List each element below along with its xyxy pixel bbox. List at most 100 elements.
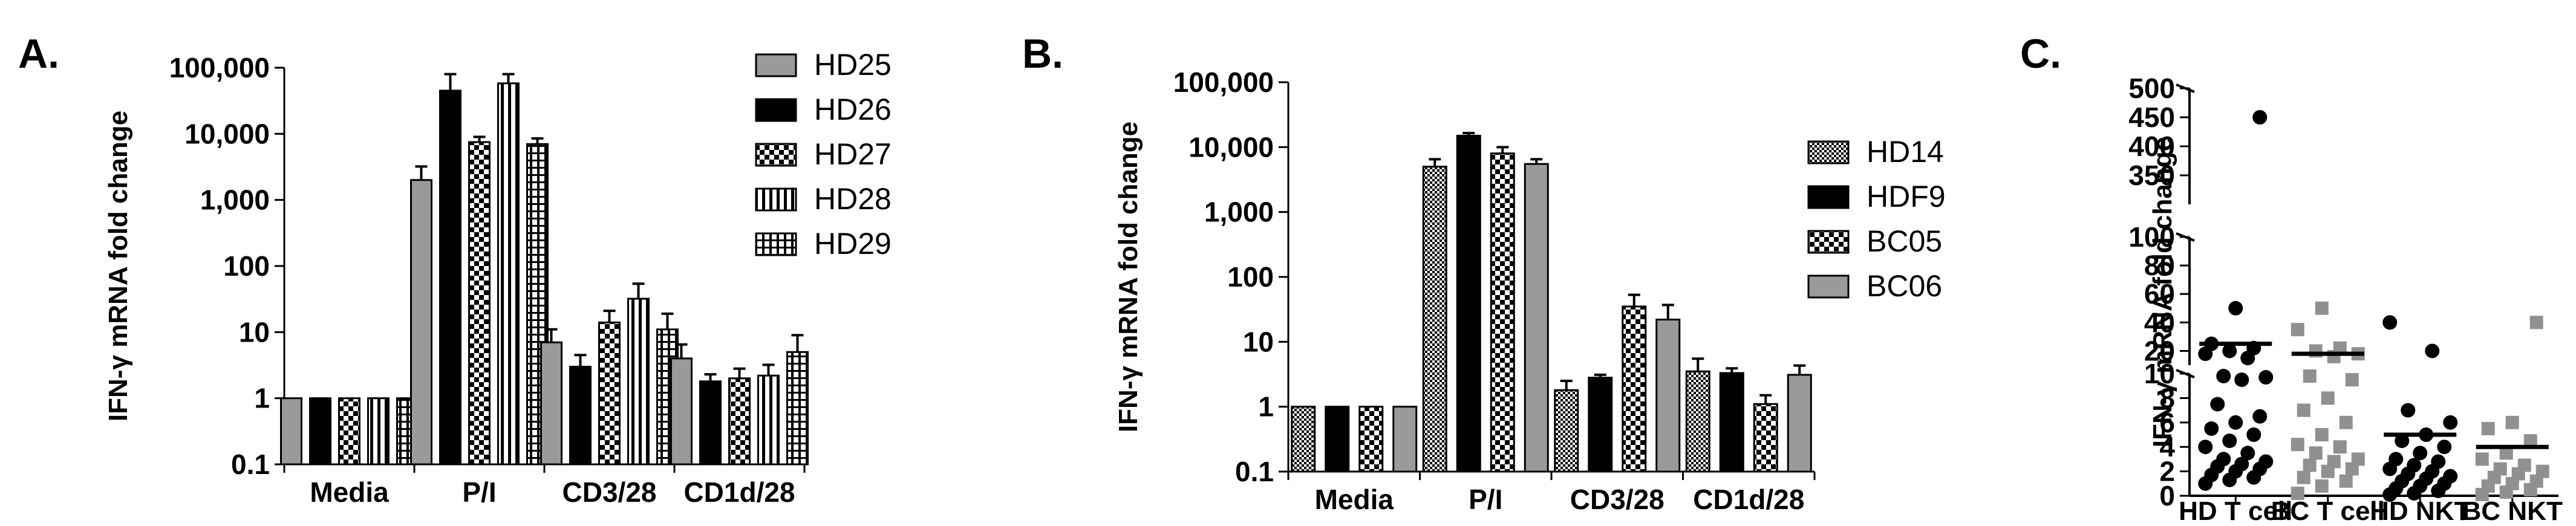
bar-hd28 — [497, 82, 520, 466]
bar-hd26 — [439, 89, 461, 466]
bar-hd29 — [786, 351, 809, 466]
x-tick-label: HD NKT — [2370, 496, 2470, 526]
bar-hd14 — [1554, 389, 1579, 473]
y-tick-label: 10 — [1243, 326, 1274, 357]
data-point — [2258, 370, 2274, 385]
x-tick-label: BC NKT — [2462, 496, 2563, 526]
bar-hd25 — [540, 341, 562, 466]
data-point — [2407, 458, 2422, 473]
data-point — [2228, 300, 2243, 316]
x-tick-label: CD3/28 — [562, 476, 657, 508]
legend-label-hd26: HD26 — [814, 93, 892, 126]
y-tick-label: 6 — [2159, 407, 2175, 438]
y-tick-label: 100,000 — [169, 52, 270, 83]
data-point — [2216, 452, 2231, 467]
bar-hd28 — [367, 397, 390, 466]
bar-bc06 — [1524, 163, 1549, 473]
bar-hd26 — [309, 397, 331, 466]
panel-b-bar-chart: B. 0.1 1 10 100 1,000 10,000 100,000 IFN-γ mRNA … — [1022, 31, 1946, 515]
bar-hd25 — [670, 357, 693, 466]
legend-swatch-bc05 — [1807, 230, 1850, 254]
data-point — [2481, 421, 2495, 435]
legend-swatch-hd29 — [755, 232, 797, 256]
legend-label-hd28: HD28 — [814, 182, 892, 216]
x-tick-label: CD1d/28 — [1693, 484, 1804, 515]
data-point — [2309, 446, 2323, 460]
bar-bc05 — [1490, 152, 1515, 473]
data-point — [2339, 474, 2353, 488]
panel-label: B. — [1022, 31, 1063, 77]
legend-label-hd25: HD25 — [814, 48, 892, 82]
bar-hd27 — [338, 397, 360, 466]
data-point — [2327, 455, 2341, 469]
data-point — [2252, 409, 2268, 424]
data-point — [2443, 415, 2458, 430]
y-tick-label: 500 — [2128, 73, 2175, 104]
legend-label-hd27: HD27 — [814, 137, 892, 171]
data-point — [2240, 446, 2255, 461]
panel-label: C. — [2020, 31, 2061, 77]
data-point — [2198, 440, 2213, 455]
x-tick-label: Media — [310, 476, 389, 508]
data-point — [2389, 452, 2404, 467]
data-point — [2234, 456, 2249, 472]
data-point — [2297, 403, 2310, 417]
data-point — [2437, 440, 2452, 455]
legend-swatch-hd28 — [755, 187, 797, 212]
bar-hd26 — [699, 380, 722, 466]
data-point — [2252, 110, 2268, 125]
bar-hd27 — [728, 377, 751, 466]
data-point — [2315, 428, 2329, 441]
y-tick-label: 4 — [2159, 431, 2175, 463]
y-tick-label: 1 — [254, 383, 270, 414]
data-point — [2291, 438, 2304, 452]
data-point — [2210, 397, 2225, 412]
y-axis-label: IFN-γ mRNA fold change — [2148, 137, 2177, 447]
x-tick-label: CD3/28 — [1570, 484, 1665, 515]
data-point — [2351, 452, 2365, 466]
x-tick-label: BC T cell — [2271, 496, 2385, 526]
y-tick-label: 1,000 — [1204, 196, 1274, 228]
y-tick-label: 8 — [2159, 382, 2175, 414]
bar-bc06 — [1787, 374, 1812, 473]
bar-bc05 — [1358, 406, 1384, 473]
data-point — [2505, 415, 2519, 429]
panel-a-bar-chart: A. 0.1 1 10 100 1,000 10,000 100,000 IFN-γ mRNA … — [18, 31, 892, 508]
legend-swatch-bc06 — [1807, 274, 1850, 299]
data-point — [2204, 421, 2219, 436]
x-tick-label: CD1d/28 — [683, 476, 795, 508]
y-tick-label: 1 — [1258, 391, 1274, 423]
bar-hd27 — [468, 141, 491, 466]
data-point — [2291, 323, 2304, 337]
data-point — [2517, 458, 2531, 472]
data-point — [2523, 434, 2537, 448]
data-point — [2303, 369, 2317, 383]
y-tick-label: 40 — [2144, 307, 2175, 338]
y-tick-label: 10 — [239, 316, 270, 348]
data-point — [2333, 341, 2347, 355]
legend-label-hd14: HD14 — [1867, 135, 1944, 169]
bar-hd14 — [1291, 406, 1316, 473]
y-tick-label: 0 — [2159, 480, 2175, 511]
y-tick-label: 10,000 — [1189, 131, 1274, 163]
panel-label: A. — [18, 31, 59, 77]
legend-label-bc05: BC05 — [1867, 224, 1942, 258]
bar-hdf9 — [1588, 377, 1613, 473]
y-tick-label: 100 — [1227, 261, 1274, 293]
bar-bc06 — [1392, 406, 1418, 473]
legend-label-hdf9: HDF9 — [1867, 180, 1946, 213]
data-point — [2425, 343, 2440, 359]
data-point — [2443, 469, 2458, 484]
data-point — [2222, 343, 2237, 359]
bar-hdf9 — [1719, 372, 1744, 473]
legend-swatch-hd25 — [755, 53, 797, 77]
data-point — [2222, 433, 2237, 449]
legend-swatch-hdf9 — [1807, 185, 1850, 209]
y-tick-label: 100,000 — [1173, 67, 1274, 98]
bar-hd14 — [1685, 370, 1710, 473]
y-tick-label: 2 — [2159, 456, 2175, 487]
data-point — [2321, 391, 2335, 405]
data-point — [2315, 301, 2329, 315]
bar-hdf9 — [1325, 406, 1350, 473]
